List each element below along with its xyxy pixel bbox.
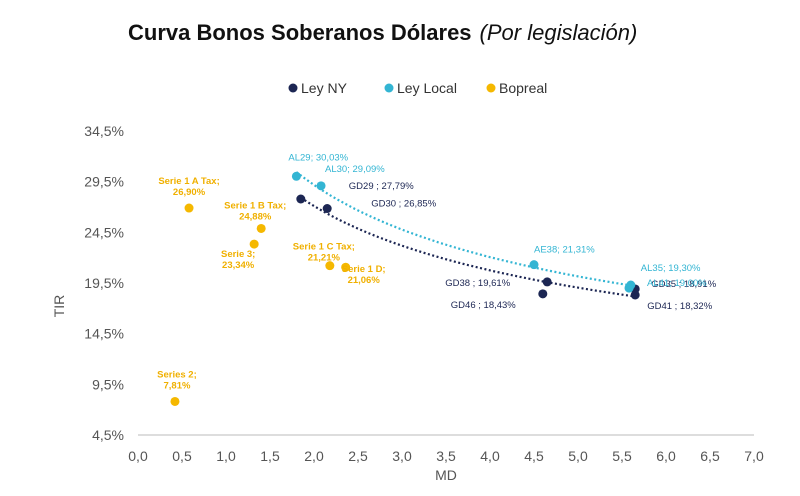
point-bopreal: [341, 262, 351, 272]
data-label-bopreal: Series 2; 7,81%: [157, 369, 197, 391]
x-tick-label: 1,0: [216, 448, 236, 464]
y-tick-label: 19,5%: [84, 275, 124, 291]
trendline-ley-local: [295, 171, 631, 287]
data-label-ley-ny: GD29 ; 27,79%: [349, 181, 415, 192]
x-tick-label: 7,0: [744, 448, 764, 464]
data-label-ley-ny: GD35 ; 18,91%: [651, 279, 717, 290]
legend-marker-bopreal: [486, 83, 496, 93]
y-tick-label: 29,5%: [84, 174, 124, 190]
point-bopreal: [249, 239, 259, 249]
data-label-ley-local: AL35; 19,30%: [641, 263, 701, 274]
point-ley-ny: [542, 277, 552, 287]
point-bopreal: [170, 396, 180, 406]
x-tick-label: 1,5: [260, 448, 280, 464]
data-label-ley-local: AL29; 30,03%: [288, 152, 348, 163]
point-bopreal: [325, 261, 335, 271]
chart-title-main: Curva Bonos Soberanos Dólares: [128, 20, 472, 45]
x-tick-label: 2,0: [304, 448, 324, 464]
y-tick-label: 14,5%: [84, 326, 124, 342]
y-tick-label: 9,5%: [92, 376, 124, 392]
data-label-bopreal: Serie 1 C Tax; 21,21%: [293, 242, 355, 264]
legend-label-bopreal: Bopreal: [499, 80, 547, 96]
data-labels: GD29 ; 27,79% GD30 ; 26,85% GD38 ; 19,61% G…: [157, 152, 717, 391]
point-ley-local: [316, 181, 326, 191]
y-tick-label: 24,5%: [84, 224, 124, 240]
data-label-bopreal: Serie 3; 23,34%: [221, 249, 255, 271]
x-tick-label: 0,0: [128, 448, 148, 464]
x-tick-label: 5,5: [612, 448, 632, 464]
legend-marker-ley-local: [384, 83, 394, 93]
chart-title: Curva Bonos Soberanos Dólares (Por legisl…: [128, 20, 637, 45]
data-label-ley-ny: GD30 ; 26,85%: [371, 199, 437, 210]
legend-label-ley-ny: Ley NY: [301, 80, 348, 96]
legend: Ley NY Ley Local Bopreal: [288, 80, 547, 96]
point-ley-ny: [630, 290, 640, 300]
data-points: [170, 171, 640, 406]
x-tick-label: 3,5: [436, 448, 456, 464]
trendlines: [295, 171, 636, 298]
chart-title-subtitle: (Por legislación): [480, 20, 638, 45]
legend-marker-ley-ny: [288, 83, 298, 93]
data-label-ley-local: AL30; 29,09%: [325, 164, 385, 175]
x-tick-label: 6,0: [656, 448, 676, 464]
x-tick-label: 4,5: [524, 448, 544, 464]
x-tick-label: 3,0: [392, 448, 412, 464]
point-ley-local: [529, 260, 539, 270]
y-tick-label: 4,5%: [92, 427, 124, 443]
legend-label-ley-local: Ley Local: [397, 80, 457, 96]
point-ley-local: [624, 283, 634, 293]
data-label-ley-ny: GD38 ; 19,61%: [445, 278, 511, 289]
point-ley-ny: [322, 204, 332, 214]
point-ley-ny: [538, 289, 548, 299]
point-ley-ny: [296, 194, 306, 204]
y-axis-ticks: 4,5% 9,5% 14,5% 19,5% 24,5% 29,5% 34,5%: [84, 123, 124, 443]
x-tick-label: 6,5: [700, 448, 720, 464]
data-label-ley-local: AE38; 21,31%: [534, 245, 595, 256]
y-axis-label: TIR: [51, 295, 67, 318]
data-label-bopreal: Serie 1 D; 21,06%: [342, 264, 386, 286]
data-label-bopreal: Serie 1 B Tax; 24,88%: [224, 200, 286, 222]
data-label-ley-local: AL41; 19,00%: [647, 278, 707, 289]
point-ley-local: [291, 171, 301, 181]
x-tick-label: 4,0: [480, 448, 500, 464]
data-label-ley-ny: GD41 ; 18,32%: [647, 301, 713, 312]
x-axis-label: MD: [435, 467, 457, 483]
x-axis-ticks: 0,0 0,5 1,0 1,5 2,0 2,5 3,0 3,5 4,0 4,5 5,0 5,5 6,0 6…: [128, 448, 764, 464]
point-bopreal: [184, 203, 194, 213]
x-tick-label: 2,5: [348, 448, 368, 464]
point-bopreal: [256, 223, 266, 233]
trendline-ley-ny: [300, 196, 636, 298]
y-tick-label: 34,5%: [84, 123, 124, 139]
x-tick-label: 5,0: [568, 448, 588, 464]
data-label-bopreal: Serie 1 A Tax; 26,90%: [158, 176, 219, 198]
data-label-ley-ny: GD46 ; 18,43%: [451, 300, 517, 311]
x-tick-label: 0,5: [172, 448, 192, 464]
